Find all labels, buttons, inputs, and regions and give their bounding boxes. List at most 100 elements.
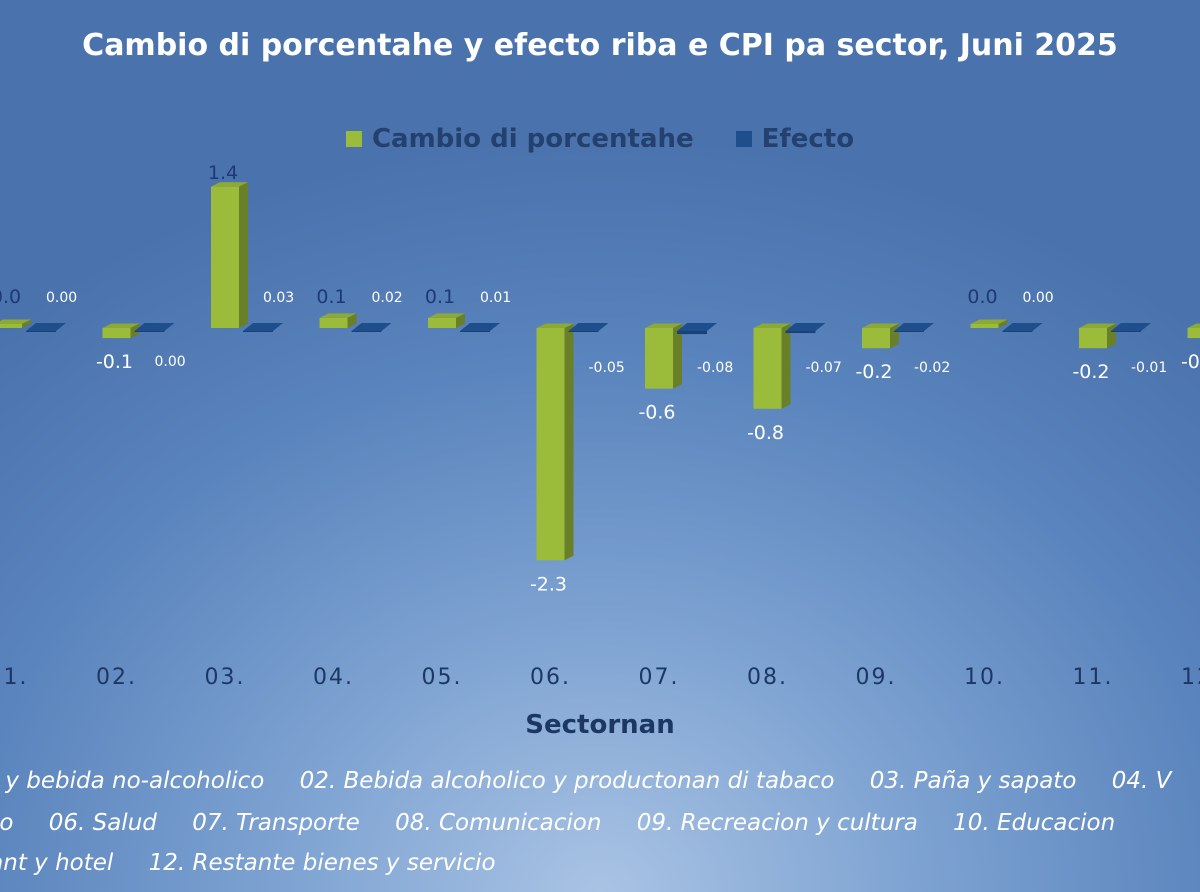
bar-cambio-face bbox=[102, 323, 140, 328]
bar-cambio bbox=[102, 323, 140, 339]
bar-cambio-face bbox=[1187, 328, 1200, 339]
bar-cambio bbox=[319, 313, 357, 328]
data-label-efecto: 0.02 bbox=[372, 290, 403, 306]
chart-title: Cambio di porcentahe y efecto riba e CPI… bbox=[82, 28, 1118, 63]
footnote-item: 03. Paña y sapato bbox=[869, 768, 1077, 794]
data-label-efecto: 0.00 bbox=[155, 354, 186, 370]
bar-cambio-face bbox=[970, 324, 999, 328]
bar-cambio-face bbox=[673, 323, 682, 389]
data-label-efecto: -0.05 bbox=[589, 360, 625, 376]
data-label-efecto: 0.00 bbox=[1023, 290, 1054, 306]
bar-efecto bbox=[26, 323, 66, 331]
bar-efecto bbox=[134, 323, 175, 331]
bar-efecto bbox=[677, 323, 717, 331]
bar-cambio-face bbox=[645, 328, 673, 389]
footnote-line-1: inida y bebida no-alcoholico 02. Bebida … bbox=[0, 768, 1199, 794]
bar-efecto bbox=[894, 323, 934, 331]
bar-efecto bbox=[460, 323, 500, 331]
x-tick-label: 09. bbox=[856, 665, 897, 690]
bar-cambio-face bbox=[22, 319, 31, 328]
footnote-item: 09. Recreacion y cultura bbox=[636, 810, 918, 836]
bar-efecto-front bbox=[677, 331, 707, 335]
bar-cambio-face bbox=[645, 323, 682, 328]
bar-cambio-face bbox=[319, 317, 348, 328]
x-tick-label: 11. bbox=[1073, 665, 1114, 690]
bar-cambio-face bbox=[970, 319, 1008, 324]
bar-cambio bbox=[645, 323, 682, 389]
footnote-item: 12. Restante bienes y servicio bbox=[148, 850, 496, 876]
bar-efecto-front bbox=[785, 331, 816, 334]
data-label-cambio: -0.2 bbox=[1072, 361, 1109, 383]
bar-cambio-face bbox=[753, 328, 782, 409]
bar-efecto-front bbox=[460, 331, 490, 332]
data-label-cambio: 0.1 bbox=[425, 286, 455, 308]
bar-efecto-front bbox=[568, 331, 599, 332]
bar-cambio-face bbox=[862, 328, 890, 349]
legend-label-cambio: Cambio di porcentahe bbox=[371, 124, 694, 154]
data-label-cambio: -0.2 bbox=[855, 361, 892, 383]
bar-cambio bbox=[0, 319, 31, 328]
bar-efecto bbox=[568, 323, 609, 331]
legend-swatch-efecto bbox=[735, 131, 752, 147]
footnote-item: inida y bebida no-alcoholico bbox=[0, 768, 265, 794]
x-tick-label: 03. bbox=[205, 665, 246, 690]
legend: Cambio di porcentahe Efecto bbox=[0, 124, 1200, 154]
footnote-item: 08. Comunicacion bbox=[395, 810, 602, 836]
bar-efecto-front bbox=[134, 331, 165, 332]
bar-cambio-face bbox=[564, 323, 574, 561]
data-label-efecto: 0.03 bbox=[263, 290, 294, 306]
bar-cambio bbox=[1187, 323, 1200, 339]
bar-cambio-face bbox=[1187, 323, 1200, 328]
x-tick-label: 01. bbox=[0, 665, 29, 690]
x-tick-label: 10. bbox=[964, 665, 1005, 690]
footnote-item: 06. Salud bbox=[48, 810, 157, 836]
bar-cambio-face bbox=[1079, 323, 1116, 328]
bar-cambio-face bbox=[102, 328, 131, 339]
data-label-cambio: 0.0 bbox=[0, 286, 21, 308]
data-label-cambio: 1.4 bbox=[208, 162, 238, 184]
bar-cambio-face bbox=[319, 313, 357, 318]
x-axis-title: Sectornan bbox=[525, 710, 675, 740]
footnote-line-3: taurant y hotel 12. Restante bienes y se… bbox=[0, 850, 524, 876]
bar-efecto bbox=[351, 323, 392, 331]
x-tick-label: 07. bbox=[639, 665, 680, 690]
bar-cambio bbox=[211, 182, 248, 328]
footnote-item: bilario bbox=[0, 810, 14, 836]
bar-cambio-face bbox=[753, 323, 791, 328]
bar-cambio-face bbox=[536, 323, 574, 328]
bar-cambio-face bbox=[347, 313, 357, 328]
bar-efecto bbox=[1002, 323, 1043, 331]
bar-cambio bbox=[970, 319, 1008, 328]
legend-label-efecto: Efecto bbox=[761, 124, 855, 154]
bar-cambio bbox=[536, 323, 574, 561]
footnote-item: 10. Educacion bbox=[953, 810, 1116, 836]
data-label-efecto: -0.01 bbox=[1131, 360, 1167, 376]
data-label-cambio: -2.3 bbox=[530, 573, 567, 595]
bar-cambio-face bbox=[211, 186, 239, 328]
legend-item-cambio: Cambio di porcentahe bbox=[345, 124, 694, 154]
bar-cambio-face bbox=[456, 313, 465, 328]
bar-efecto bbox=[243, 323, 283, 331]
x-tick-label: 04. bbox=[313, 665, 354, 690]
bar-cambio-face bbox=[536, 328, 565, 561]
footnote-item: taurant y hotel bbox=[0, 850, 114, 876]
data-label-efecto: -0.07 bbox=[806, 360, 842, 376]
data-label-cambio: 0.0 bbox=[967, 286, 997, 308]
bar-cambio-face bbox=[428, 317, 456, 328]
bar-cambio bbox=[862, 323, 899, 349]
data-label-efecto: -0.08 bbox=[697, 360, 733, 376]
legend-item-efecto: Efecto bbox=[735, 124, 855, 154]
bar-efecto bbox=[1111, 323, 1151, 331]
bar-cambio-face bbox=[1079, 328, 1107, 349]
data-label-cambio: -0.1 bbox=[96, 351, 133, 373]
bar-efecto bbox=[785, 323, 826, 331]
footnote-item: 02. Bebida alcoholico y productonan di t… bbox=[299, 768, 835, 794]
x-tick-label: 06. bbox=[530, 665, 571, 690]
x-tick-label: 02. bbox=[96, 665, 137, 690]
bar-cambio-face bbox=[211, 182, 248, 187]
data-label-cambio: -0.6 bbox=[638, 402, 675, 424]
bar-cambio bbox=[753, 323, 791, 409]
bar-cambio-face bbox=[239, 182, 248, 328]
bar-cambio-face bbox=[0, 324, 22, 328]
